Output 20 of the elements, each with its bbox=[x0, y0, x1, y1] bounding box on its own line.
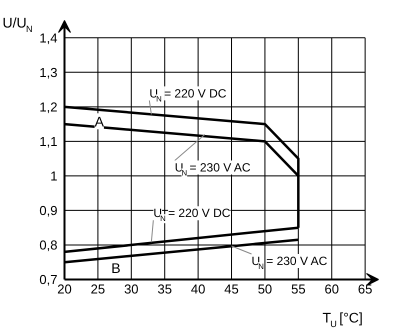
y-tick-label: 0,8 bbox=[39, 237, 58, 252]
x-tick-label: 45 bbox=[224, 282, 239, 296]
annotation: B bbox=[111, 260, 121, 276]
y-tick-label: 0,9 bbox=[39, 202, 58, 218]
annotation: A bbox=[94, 113, 105, 130]
x-tick-label: 50 bbox=[258, 282, 272, 296]
y-tick-label: 1,2 bbox=[39, 99, 58, 114]
y-tick-label: 1,3 bbox=[39, 64, 58, 80]
y-tick-label: 1,4 bbox=[39, 30, 58, 46]
x-tick-label: 30 bbox=[124, 282, 139, 296]
x-tick-label: 25 bbox=[90, 282, 106, 296]
x-tick-label: 65 bbox=[358, 282, 372, 296]
y-tick-label: 0,7 bbox=[39, 272, 58, 287]
y-tick-label: 1,1 bbox=[39, 134, 58, 149]
x-tick-label: 20 bbox=[57, 282, 72, 296]
x-tick-label: 60 bbox=[324, 282, 339, 296]
x-tick-label: 35 bbox=[157, 282, 172, 296]
x-tick-label: 55 bbox=[291, 282, 306, 296]
y-tick-label: 1 bbox=[50, 168, 58, 184]
x-tick-label: 40 bbox=[190, 282, 206, 296]
